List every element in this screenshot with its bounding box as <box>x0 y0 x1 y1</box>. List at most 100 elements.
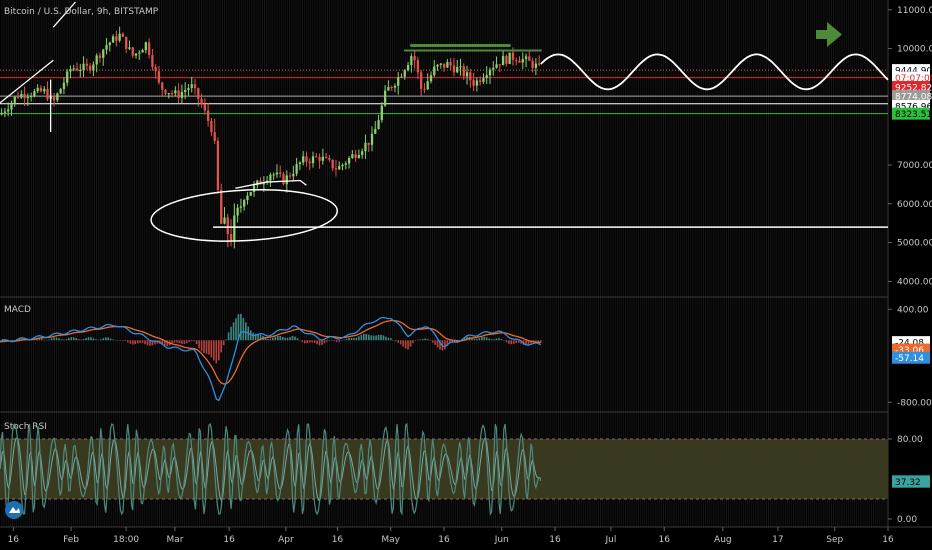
candle-body <box>229 233 233 241</box>
macd-histogram-bar <box>503 340 505 341</box>
candle-body <box>39 87 43 92</box>
candle-body <box>246 195 249 201</box>
candle-body <box>298 162 302 165</box>
macd-histogram-bar <box>407 340 409 350</box>
candle-body <box>79 70 82 72</box>
macd-histogram-bar <box>375 335 377 341</box>
macd-histogram-bar <box>363 333 365 341</box>
candle-body <box>108 42 111 46</box>
macd-histogram-bar <box>313 340 316 344</box>
candle-body <box>52 96 56 101</box>
macd-histogram-bar <box>269 338 272 341</box>
macd-histogram-bar <box>498 338 500 341</box>
candle-body <box>269 174 272 181</box>
macd-histogram-bar <box>97 339 100 341</box>
macd-histogram-bar <box>227 332 230 341</box>
candle-body <box>62 82 66 89</box>
macd-histogram-bar <box>85 338 87 341</box>
candle-body <box>206 110 210 121</box>
rsi-badge-label: 37.32 <box>895 478 921 488</box>
candle-body <box>20 94 23 98</box>
macd-histogram-bar <box>119 340 122 341</box>
candle-body <box>7 109 10 112</box>
candle-body <box>347 158 351 164</box>
macd-histogram-bar <box>446 340 449 346</box>
candle-body <box>0 112 3 115</box>
candle-body <box>243 200 246 207</box>
stoch-rsi-d-line <box>0 437 542 502</box>
macd-histogram-bar <box>338 340 341 342</box>
price-badges: 9444.9007:07:009252.828774.088576.968323… <box>892 64 932 120</box>
candle-body <box>115 36 118 41</box>
macd-histogram-bar <box>122 340 124 341</box>
candle-body <box>302 156 305 163</box>
macd-histogram-bar <box>183 340 186 345</box>
price-tick-label: 11000.00 <box>897 6 932 16</box>
cloud-logo-icon[interactable] <box>5 501 23 519</box>
candle-body <box>406 65 410 71</box>
macd-histogram-bar <box>58 338 60 341</box>
candle-body <box>210 120 213 133</box>
candle-body <box>239 206 243 208</box>
macd-histogram-bar <box>193 340 195 342</box>
macd-histogram-bar <box>512 340 515 344</box>
candle-body <box>423 88 426 90</box>
macd-histogram-bar <box>151 340 154 346</box>
price-badge-label: 8774.08 <box>895 93 932 103</box>
ellipse-drawing[interactable] <box>150 185 339 245</box>
macd-lines <box>0 316 542 402</box>
candle-body <box>226 217 229 234</box>
macd-histogram-bar <box>154 340 156 345</box>
macd-histogram-bar <box>102 338 105 341</box>
trendline-drawing[interactable] <box>52 1 76 28</box>
macd-histogram-bar <box>272 337 274 341</box>
macd-histogram-bar <box>40 338 43 341</box>
macd-histogram-bar <box>267 338 269 341</box>
time-axis: 16 Feb 18:00 Mar 16 Apr 16 May 16 Jun 16 Jul 16 Aug 17… <box>8 527 894 545</box>
candle-body <box>403 70 406 77</box>
macd-histogram-bar <box>230 326 232 341</box>
macd-histogram-bar <box>257 334 259 341</box>
candle-body <box>275 172 279 175</box>
candle-body <box>180 92 184 98</box>
macd-tick-label: -800.00 <box>897 398 932 408</box>
macd-histogram-bar <box>65 339 68 341</box>
macd-signal-line <box>0 319 541 385</box>
macd-histogram-bar <box>348 337 350 341</box>
trendline-drawing[interactable] <box>0 59 54 104</box>
macd-histogram-bar <box>515 340 518 344</box>
candle-body <box>420 72 423 89</box>
macd-histogram-bar <box>141 340 144 344</box>
drawing-annotations[interactable] <box>0 1 889 246</box>
macd-histogram-bar <box>55 337 58 341</box>
time-tick-label: 18:00 <box>113 535 139 545</box>
macd-histogram-bar <box>139 340 141 343</box>
curve-drawing[interactable] <box>235 179 307 189</box>
time-tick-label: Apr <box>278 535 294 545</box>
macd-histogram-bar <box>350 338 353 341</box>
candle-body <box>157 71 161 83</box>
macd-histogram-bar <box>82 339 85 341</box>
time-tick-label: 16 <box>882 535 894 545</box>
candle-body <box>311 156 315 164</box>
macd-histogram-bar <box>203 340 205 353</box>
forecast-wave-drawing[interactable] <box>540 53 889 91</box>
macd-histogram-bar <box>87 337 90 341</box>
macd-histogram-bar <box>485 337 488 341</box>
macd-histogram-bar <box>205 340 208 354</box>
macd-histogram-bar <box>286 337 289 341</box>
macd-histogram-bar <box>539 340 542 343</box>
candle-body <box>442 63 446 68</box>
price-badge <box>892 71 930 84</box>
candle-body <box>465 72 469 77</box>
macd-histogram-bar <box>358 336 360 341</box>
candle-body <box>184 89 187 93</box>
macd-histogram-bar <box>68 338 70 341</box>
macd-histogram-bar <box>190 340 193 342</box>
price-tick-label: 7000.00 <box>897 161 932 171</box>
candle-body <box>134 53 138 56</box>
candle-body <box>469 72 472 81</box>
price-badge <box>892 107 930 120</box>
candle-body <box>305 156 308 162</box>
